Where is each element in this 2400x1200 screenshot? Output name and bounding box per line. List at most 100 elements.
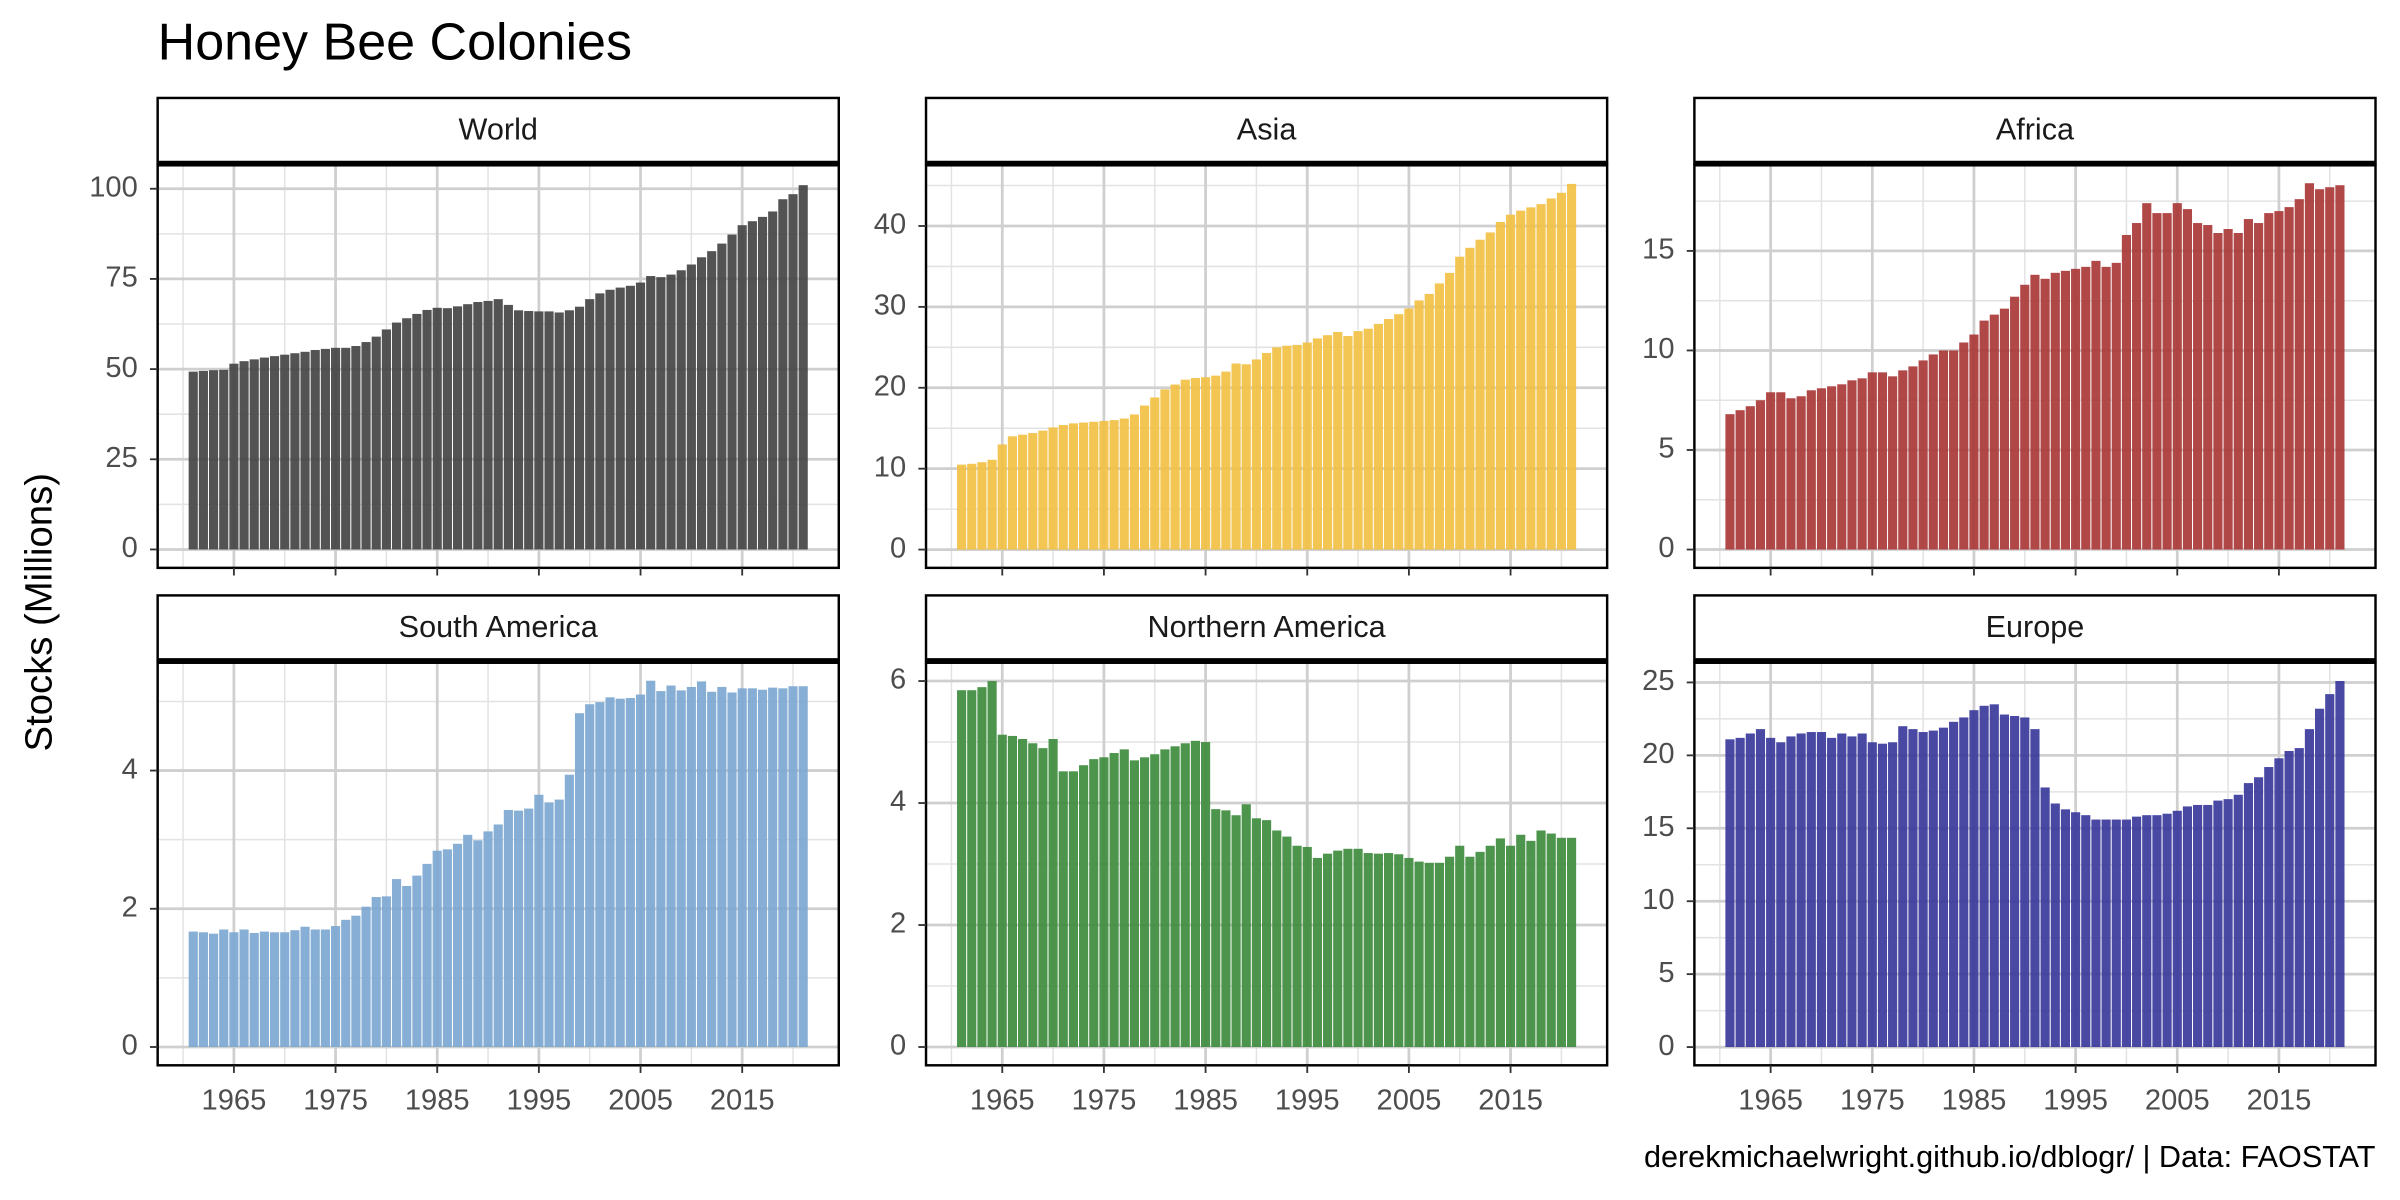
- facet: Europe 0 5 10 15 20 25 1965 1975 1985 1995 2005 2015: [1642, 594, 2377, 1117]
- bar: [290, 353, 300, 550]
- bar: [1424, 293, 1434, 550]
- bar: [1566, 183, 1577, 550]
- bar: [757, 689, 768, 1047]
- bar: [1170, 384, 1180, 550]
- bar: [1918, 360, 1928, 550]
- bar: [1221, 371, 1231, 550]
- bar: [1404, 857, 1414, 1048]
- bar: [987, 681, 997, 1048]
- x-tick-label: 1975: [1072, 1085, 1137, 1117]
- bar: [1150, 397, 1160, 550]
- bar: [432, 307, 442, 550]
- bar: [2233, 232, 2243, 550]
- bar: [1938, 350, 1949, 550]
- bar: [300, 351, 310, 550]
- bar: [1262, 352, 1272, 550]
- bar: [1725, 414, 1735, 550]
- bar: [493, 299, 503, 550]
- bar: [483, 300, 493, 550]
- bar: [747, 221, 757, 550]
- bar: [1505, 214, 1516, 550]
- bar: [666, 685, 676, 1047]
- bar: [280, 354, 290, 550]
- bar: [1150, 754, 1160, 1048]
- bar: [2294, 748, 2304, 1048]
- bar: [1201, 742, 1211, 1048]
- bar: [1079, 422, 1089, 550]
- y-tick-label: 10: [1642, 884, 1674, 916]
- facet-title: Asia: [1237, 113, 1298, 147]
- facet-title: Africa: [1996, 113, 2075, 147]
- bar: [615, 287, 625, 550]
- bar: [1516, 834, 1526, 1048]
- bar: [2121, 234, 2132, 550]
- y-tick-label: 100: [89, 171, 138, 203]
- bar: [2182, 806, 2193, 1048]
- bar: [310, 349, 320, 550]
- bar: [1867, 372, 1877, 550]
- x-tick-label: 1965: [1738, 1085, 1803, 1117]
- x-tick-label: 1965: [970, 1085, 1035, 1117]
- bar: [686, 264, 696, 550]
- bar: [1969, 710, 1979, 1048]
- bar: [1079, 765, 1089, 1048]
- bar: [1979, 320, 1989, 550]
- bar: [1766, 737, 1776, 1048]
- bar: [1292, 845, 1302, 1048]
- y-tick-label: 0: [890, 1030, 906, 1062]
- bar: [1898, 370, 1908, 550]
- x-tick-label: 1965: [202, 1085, 267, 1117]
- bar: [625, 697, 635, 1047]
- bar: [1129, 760, 1139, 1048]
- bar: [320, 348, 330, 550]
- bar: [1786, 398, 1796, 550]
- bar: [422, 863, 432, 1047]
- bar: [987, 459, 997, 550]
- bar: [778, 688, 788, 1047]
- bar: [1038, 430, 1048, 550]
- facet: Northern America 0 2 4 6 1965 1975 1985 1995 2005…: [890, 594, 1609, 1117]
- bar: [788, 194, 798, 550]
- bar: [1796, 733, 1806, 1048]
- bar: [1556, 192, 1566, 550]
- bar: [1516, 210, 1526, 550]
- facet-title: Europe: [1986, 610, 2085, 644]
- x-tick-label: 2005: [1377, 1085, 1442, 1117]
- strip: [156, 594, 840, 663]
- bar: [1190, 378, 1200, 550]
- y-tick-label: 2: [122, 891, 138, 923]
- y-tick-label: 30: [874, 290, 906, 322]
- bar: [1755, 400, 1766, 550]
- x-tick-label: 1995: [507, 1085, 572, 1117]
- bar: [2304, 729, 2315, 1048]
- bar: [1231, 815, 1241, 1048]
- bar: [768, 687, 778, 1047]
- bar: [1414, 861, 1424, 1048]
- bar: [2091, 819, 2101, 1048]
- bar: [717, 243, 727, 550]
- bar: [585, 299, 595, 550]
- bar: [544, 802, 554, 1047]
- bar: [239, 361, 249, 550]
- x-tick-label: 1985: [405, 1085, 470, 1117]
- y-tick-label: 25: [1642, 665, 1674, 697]
- y-tick-label: 0: [1658, 1030, 1674, 1062]
- bar: [2264, 213, 2274, 550]
- bar: [1343, 336, 1353, 550]
- bar: [1241, 364, 1251, 550]
- bar: [1404, 308, 1414, 550]
- bar: [1414, 300, 1424, 550]
- bar: [1949, 350, 1959, 550]
- bar: [402, 318, 412, 550]
- strip: [1693, 594, 2377, 663]
- bar: [503, 304, 513, 550]
- bar: [2091, 260, 2101, 550]
- bar: [1786, 736, 1796, 1048]
- bar: [1231, 363, 1241, 550]
- bar: [1526, 840, 1536, 1048]
- bar: [2010, 715, 2020, 1048]
- bar: [1119, 418, 1129, 550]
- bar: [1536, 830, 1546, 1048]
- bar: [656, 691, 666, 1047]
- x-tick-label: 1985: [1942, 1085, 2007, 1117]
